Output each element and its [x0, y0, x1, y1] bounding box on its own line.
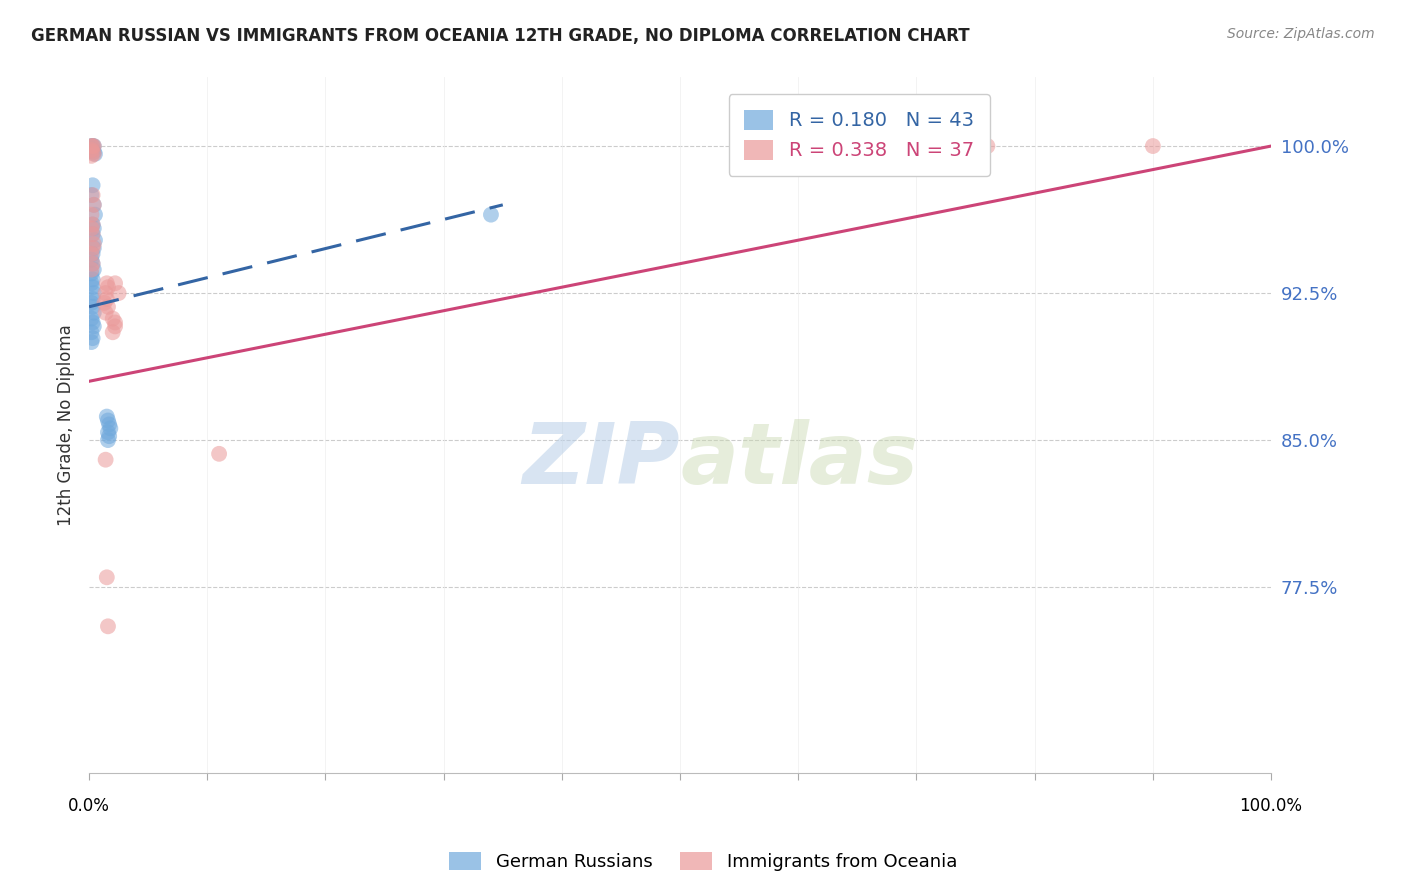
- Point: [82, 257, 104, 271]
- Point: [98, 429, 121, 443]
- Point: [479, 208, 502, 222]
- Point: [101, 326, 124, 340]
- Point: [84, 147, 107, 161]
- Point: [97, 619, 120, 633]
- Point: [82, 188, 104, 202]
- Point: [82, 218, 104, 232]
- Point: [97, 413, 120, 427]
- Point: [96, 277, 118, 291]
- Point: [82, 139, 104, 153]
- Point: [208, 447, 231, 461]
- Point: [82, 280, 104, 294]
- Point: [104, 316, 127, 330]
- Point: [80, 139, 103, 153]
- Point: [82, 331, 104, 345]
- Point: [82, 272, 104, 286]
- Point: [82, 241, 104, 255]
- Point: [82, 218, 104, 232]
- Point: [107, 286, 129, 301]
- Text: GERMAN RUSSIAN VS IMMIGRANTS FROM OCEANIA 12TH GRADE, NO DIPLOMA CORRELATION CHA: GERMAN RUSSIAN VS IMMIGRANTS FROM OCEANI…: [31, 27, 970, 45]
- Point: [83, 198, 105, 212]
- Point: [104, 319, 127, 334]
- Point: [80, 334, 103, 349]
- Point: [82, 300, 104, 314]
- Point: [97, 425, 120, 440]
- Point: [96, 409, 118, 424]
- Point: [104, 277, 127, 291]
- Point: [97, 433, 120, 447]
- Legend: R = 0.180   N = 43, R = 0.338   N = 37: R = 0.180 N = 43, R = 0.338 N = 37: [728, 95, 990, 176]
- Point: [83, 139, 105, 153]
- Point: [83, 262, 105, 277]
- Point: [94, 452, 117, 467]
- Point: [82, 247, 104, 261]
- Point: [80, 139, 103, 153]
- Point: [82, 257, 104, 271]
- Point: [97, 300, 120, 314]
- Point: [80, 141, 103, 155]
- Text: ZIP: ZIP: [523, 418, 681, 501]
- Point: [83, 241, 105, 255]
- Point: [98, 417, 121, 432]
- Point: [80, 267, 103, 281]
- Point: [80, 277, 103, 291]
- Point: [82, 139, 104, 153]
- Point: [82, 316, 104, 330]
- Point: [83, 139, 105, 153]
- Point: [976, 139, 998, 153]
- Point: [84, 208, 107, 222]
- Point: [83, 147, 105, 161]
- Point: [80, 311, 103, 326]
- Point: [80, 143, 103, 157]
- Text: Source: ZipAtlas.com: Source: ZipAtlas.com: [1227, 27, 1375, 41]
- Point: [98, 421, 121, 435]
- Point: [97, 280, 120, 294]
- Text: 100.0%: 100.0%: [1240, 797, 1302, 815]
- Point: [101, 311, 124, 326]
- Point: [83, 306, 105, 320]
- Point: [83, 286, 105, 301]
- Point: [80, 252, 103, 267]
- Point: [80, 247, 103, 261]
- Point: [80, 188, 103, 202]
- Point: [82, 227, 104, 242]
- Point: [80, 262, 103, 277]
- Point: [83, 237, 105, 252]
- Point: [80, 296, 103, 310]
- Text: atlas: atlas: [681, 418, 918, 501]
- Point: [83, 319, 105, 334]
- Point: [82, 178, 104, 193]
- Point: [83, 221, 105, 235]
- Point: [82, 227, 104, 242]
- Text: 0.0%: 0.0%: [67, 797, 110, 815]
- Point: [80, 221, 103, 235]
- Point: [82, 292, 104, 306]
- Point: [96, 570, 118, 584]
- Point: [82, 143, 104, 157]
- Y-axis label: 12th Grade, No Diploma: 12th Grade, No Diploma: [58, 325, 75, 526]
- Point: [80, 149, 103, 163]
- Point: [82, 145, 104, 159]
- Point: [83, 145, 105, 159]
- Point: [84, 233, 107, 247]
- Point: [83, 198, 105, 212]
- Point: [94, 286, 117, 301]
- Point: [80, 326, 103, 340]
- Point: [94, 306, 117, 320]
- Point: [93, 296, 115, 310]
- Point: [96, 292, 118, 306]
- Point: [1142, 139, 1164, 153]
- Legend: German Russians, Immigrants from Oceania: German Russians, Immigrants from Oceania: [441, 845, 965, 879]
- Point: [80, 208, 103, 222]
